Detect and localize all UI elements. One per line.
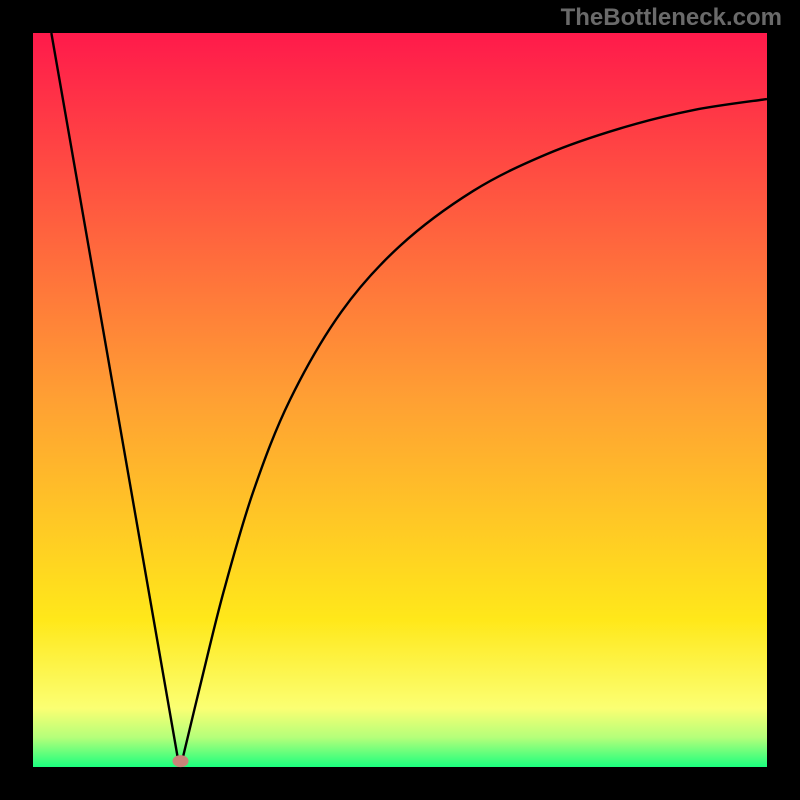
- watermark-text: TheBottleneck.com: [561, 4, 782, 32]
- curve-right: [182, 99, 767, 761]
- chart-container: TheBottleneck.com: [0, 0, 800, 800]
- min-marker: [173, 755, 189, 767]
- curve-left: [51, 33, 178, 761]
- plot-area: [33, 33, 767, 767]
- curve-svg: [33, 33, 767, 767]
